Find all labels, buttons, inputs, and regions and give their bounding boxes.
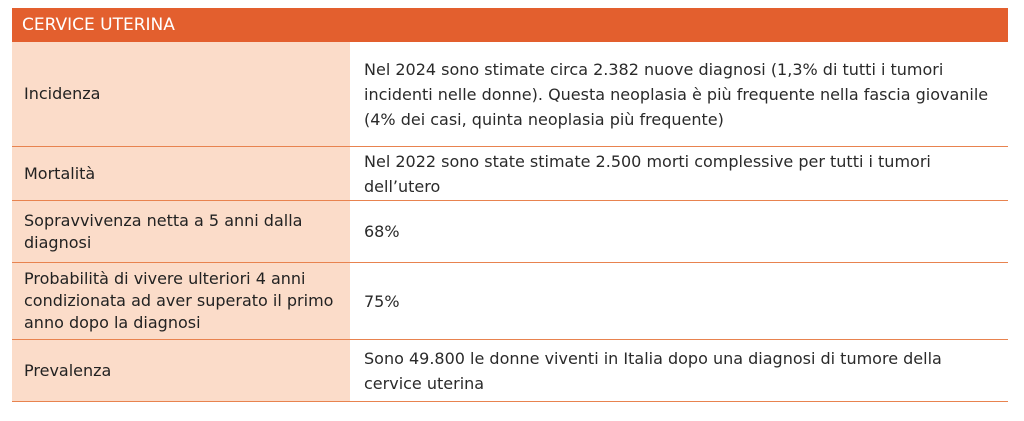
row-value-text: Nel 2022 sono state stimate 2.500 morti …: [364, 151, 931, 196]
row-label-text: Probabilità di vivere ulteriori 4 anni c…: [24, 269, 334, 332]
row-label-text: Incidenza: [24, 84, 101, 103]
table-row-sopravvivenza: Sopravvivenza netta a 5 anni dalla diagn…: [12, 201, 1008, 263]
row-value-text: Nel 2024 sono stimate circa 2.382 nuove …: [364, 59, 989, 129]
row-label-text: Prevalenza: [24, 360, 112, 380]
row-value: 68%: [350, 201, 1008, 262]
row-value-text: Sono 49.800 le donne viventi in Italia d…: [364, 348, 942, 393]
row-value: Sono 49.800 le donne viventi in Italia d…: [350, 340, 1008, 401]
row-label: Sopravvivenza netta a 5 anni dalla diagn…: [12, 201, 350, 262]
row-value: 75%: [350, 263, 1008, 339]
row-label: Prevalenza: [12, 340, 350, 401]
row-value-text: 68%: [364, 222, 400, 241]
row-label-text: Mortalità: [24, 163, 96, 183]
row-value: Nel 2022 sono state stimate 2.500 morti …: [350, 147, 1008, 200]
table-title: CERVICE UTERINA: [12, 8, 1008, 42]
row-label-text: Sopravvivenza netta a 5 anni dalla diagn…: [24, 210, 303, 252]
table-row-mortalita: Mortalità Nel 2022 sono state stimate 2.…: [12, 147, 1008, 201]
row-label: Probabilità di vivere ulteriori 4 anni c…: [12, 263, 350, 339]
table-row-probabilita: Probabilità di vivere ulteriori 4 anni c…: [12, 263, 1008, 340]
row-label: Mortalità: [12, 147, 350, 200]
table-row-prevalenza: Prevalenza Sono 49.800 le donne viventi …: [12, 340, 1008, 402]
table-row-incidenza: Incidenza Nel 2024 sono stimate circa 2.…: [12, 42, 1008, 147]
row-label: Incidenza: [12, 42, 350, 146]
row-value: Nel 2024 sono stimate circa 2.382 nuove …: [350, 42, 1008, 146]
row-value-text: 75%: [364, 291, 400, 311]
info-table: CERVICE UTERINA Incidenza Nel 2024 sono …: [12, 8, 1008, 402]
